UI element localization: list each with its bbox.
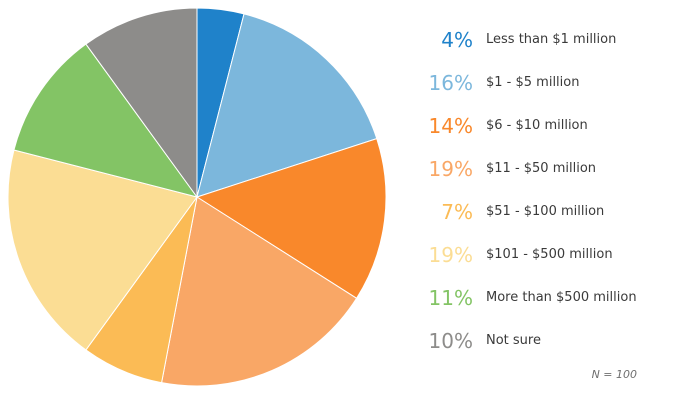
legend-item: 10% Not sure (398, 319, 668, 362)
legend-percent: 7% (441, 199, 473, 224)
pie-slice-3 (160, 196, 358, 387)
legend-label: $101 - $500 million (486, 247, 613, 262)
legend-item: 14% $6 - $10 million (398, 104, 668, 147)
legend-label: More than $500 million (486, 290, 637, 305)
legend-item: 11% More than $500 million (398, 276, 668, 319)
legend-item: 4% Less than $1 million (398, 18, 668, 61)
legend-item: 16% $1 - $5 million (398, 61, 668, 104)
legend-item: 7% $51 - $100 million (398, 190, 668, 233)
legend-percent: 10% (428, 328, 473, 353)
legend-percent: 11% (428, 285, 473, 310)
legend-label: $11 - $50 million (486, 161, 597, 176)
legend-item: 19% $11 - $50 million (398, 147, 668, 190)
legend-label: Less than $1 million (486, 32, 617, 47)
legend-label: Not sure (486, 333, 541, 348)
legend-percent: 14% (428, 113, 473, 138)
legend-percent: 4% (441, 27, 473, 52)
pie-slice-2 (195, 137, 387, 299)
pie-slice-1 (196, 13, 378, 198)
legend-percent: 19% (428, 242, 473, 267)
pie-chart (7, 7, 387, 387)
legend-percent: 19% (428, 156, 473, 181)
pie-slice-6 (13, 43, 199, 198)
legend-percent: 16% (428, 70, 473, 95)
legend-label: $6 - $10 million (486, 118, 588, 133)
legend-label: $51 - $100 million (486, 204, 605, 219)
sample-size-note: N = 100 (591, 368, 637, 381)
pie-slice-7 (85, 7, 198, 199)
legend-item: 19% $101 - $500 million (398, 233, 668, 276)
pie-slice-5 (7, 149, 198, 351)
legend-label: $1 - $5 million (486, 75, 580, 90)
legend: 4% Less than $1 million 16% $1 - $5 mill… (398, 18, 668, 362)
